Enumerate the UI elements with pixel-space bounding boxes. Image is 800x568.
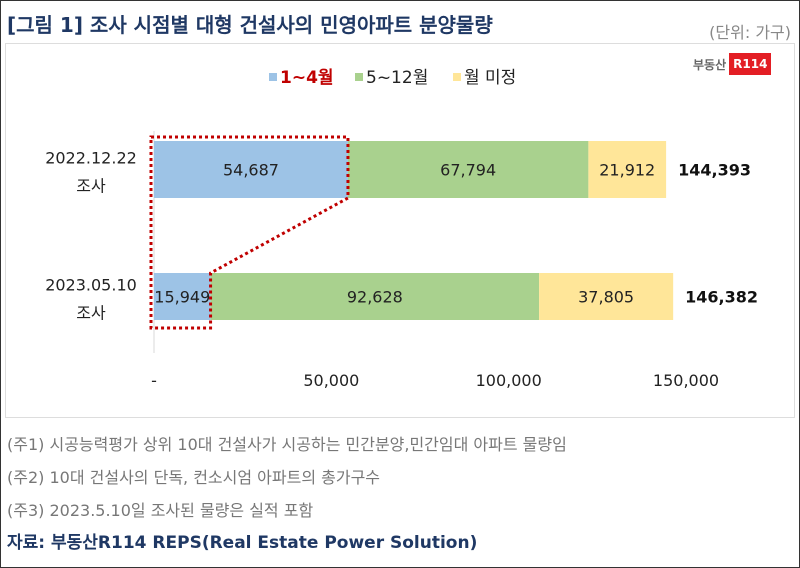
stacked-bar-chart: 1~4월 5~12월 월 미정 2022.12.22 조사 54,687 67,794 21,… — [45, 68, 758, 390]
r114-logo: 부동산 R114 — [693, 53, 772, 75]
data-label: 37,805 — [578, 288, 634, 307]
legend-swatch — [355, 73, 363, 81]
data-label: 92,628 — [347, 288, 403, 307]
note-3: (주3) 2023.5.10일 조사된 물량은 실적 포함 — [7, 501, 314, 520]
bar-segment — [154, 273, 211, 320]
bar-segment — [154, 141, 348, 198]
highlight-outline — [149, 135, 350, 330]
logo-text: 부동산 — [693, 57, 727, 72]
bar-segment — [347, 141, 589, 198]
x-tick-label: - — [151, 371, 157, 390]
total-label: 144,393 — [678, 161, 751, 180]
total-label: 146,382 — [685, 288, 758, 307]
data-label: 15,949 — [154, 288, 210, 307]
unit-label: (단위: 가구) — [709, 23, 791, 42]
legend-label: 월 미정 — [464, 68, 516, 88]
category-label: 조사 — [76, 177, 106, 196]
x-tick-label: 50,000 — [303, 371, 359, 390]
x-tick-label: 150,000 — [653, 371, 719, 390]
legend-swatch — [269, 73, 277, 81]
figure-title: [그림 1] 조사 시점별 대형 건설사의 민영아파트 분양물량 — [7, 13, 493, 37]
data-label: 67,794 — [440, 161, 496, 180]
x-tick-label: 100,000 — [476, 371, 542, 390]
note-2: (주2) 10대 건설사의 단독, 컨소시엄 아파트의 총가구수 — [7, 468, 381, 487]
legend-swatch — [453, 73, 461, 81]
bar-segment — [588, 141, 667, 198]
chart-frame — [5, 43, 795, 418]
data-label: 54,687 — [223, 161, 279, 180]
logo-badge: R114 — [729, 53, 772, 75]
legend-label: 1~4월 — [280, 68, 334, 88]
legend-label: 5~12월 — [366, 68, 428, 88]
category-label: 2023.05.10 — [45, 276, 137, 295]
category-label: 2022.12.22 — [45, 149, 137, 168]
category-label: 조사 — [76, 304, 106, 323]
note-1: (주1) 시공능력평가 상위 10대 건설사가 시공하는 민간분양,민간임대 아… — [7, 435, 567, 454]
bar-segment — [539, 273, 674, 320]
data-label: 21,912 — [599, 161, 655, 180]
bar-segment — [210, 273, 540, 320]
source: 자료: 부동산R114 REPS(Real Estate Power Solut… — [7, 533, 478, 553]
